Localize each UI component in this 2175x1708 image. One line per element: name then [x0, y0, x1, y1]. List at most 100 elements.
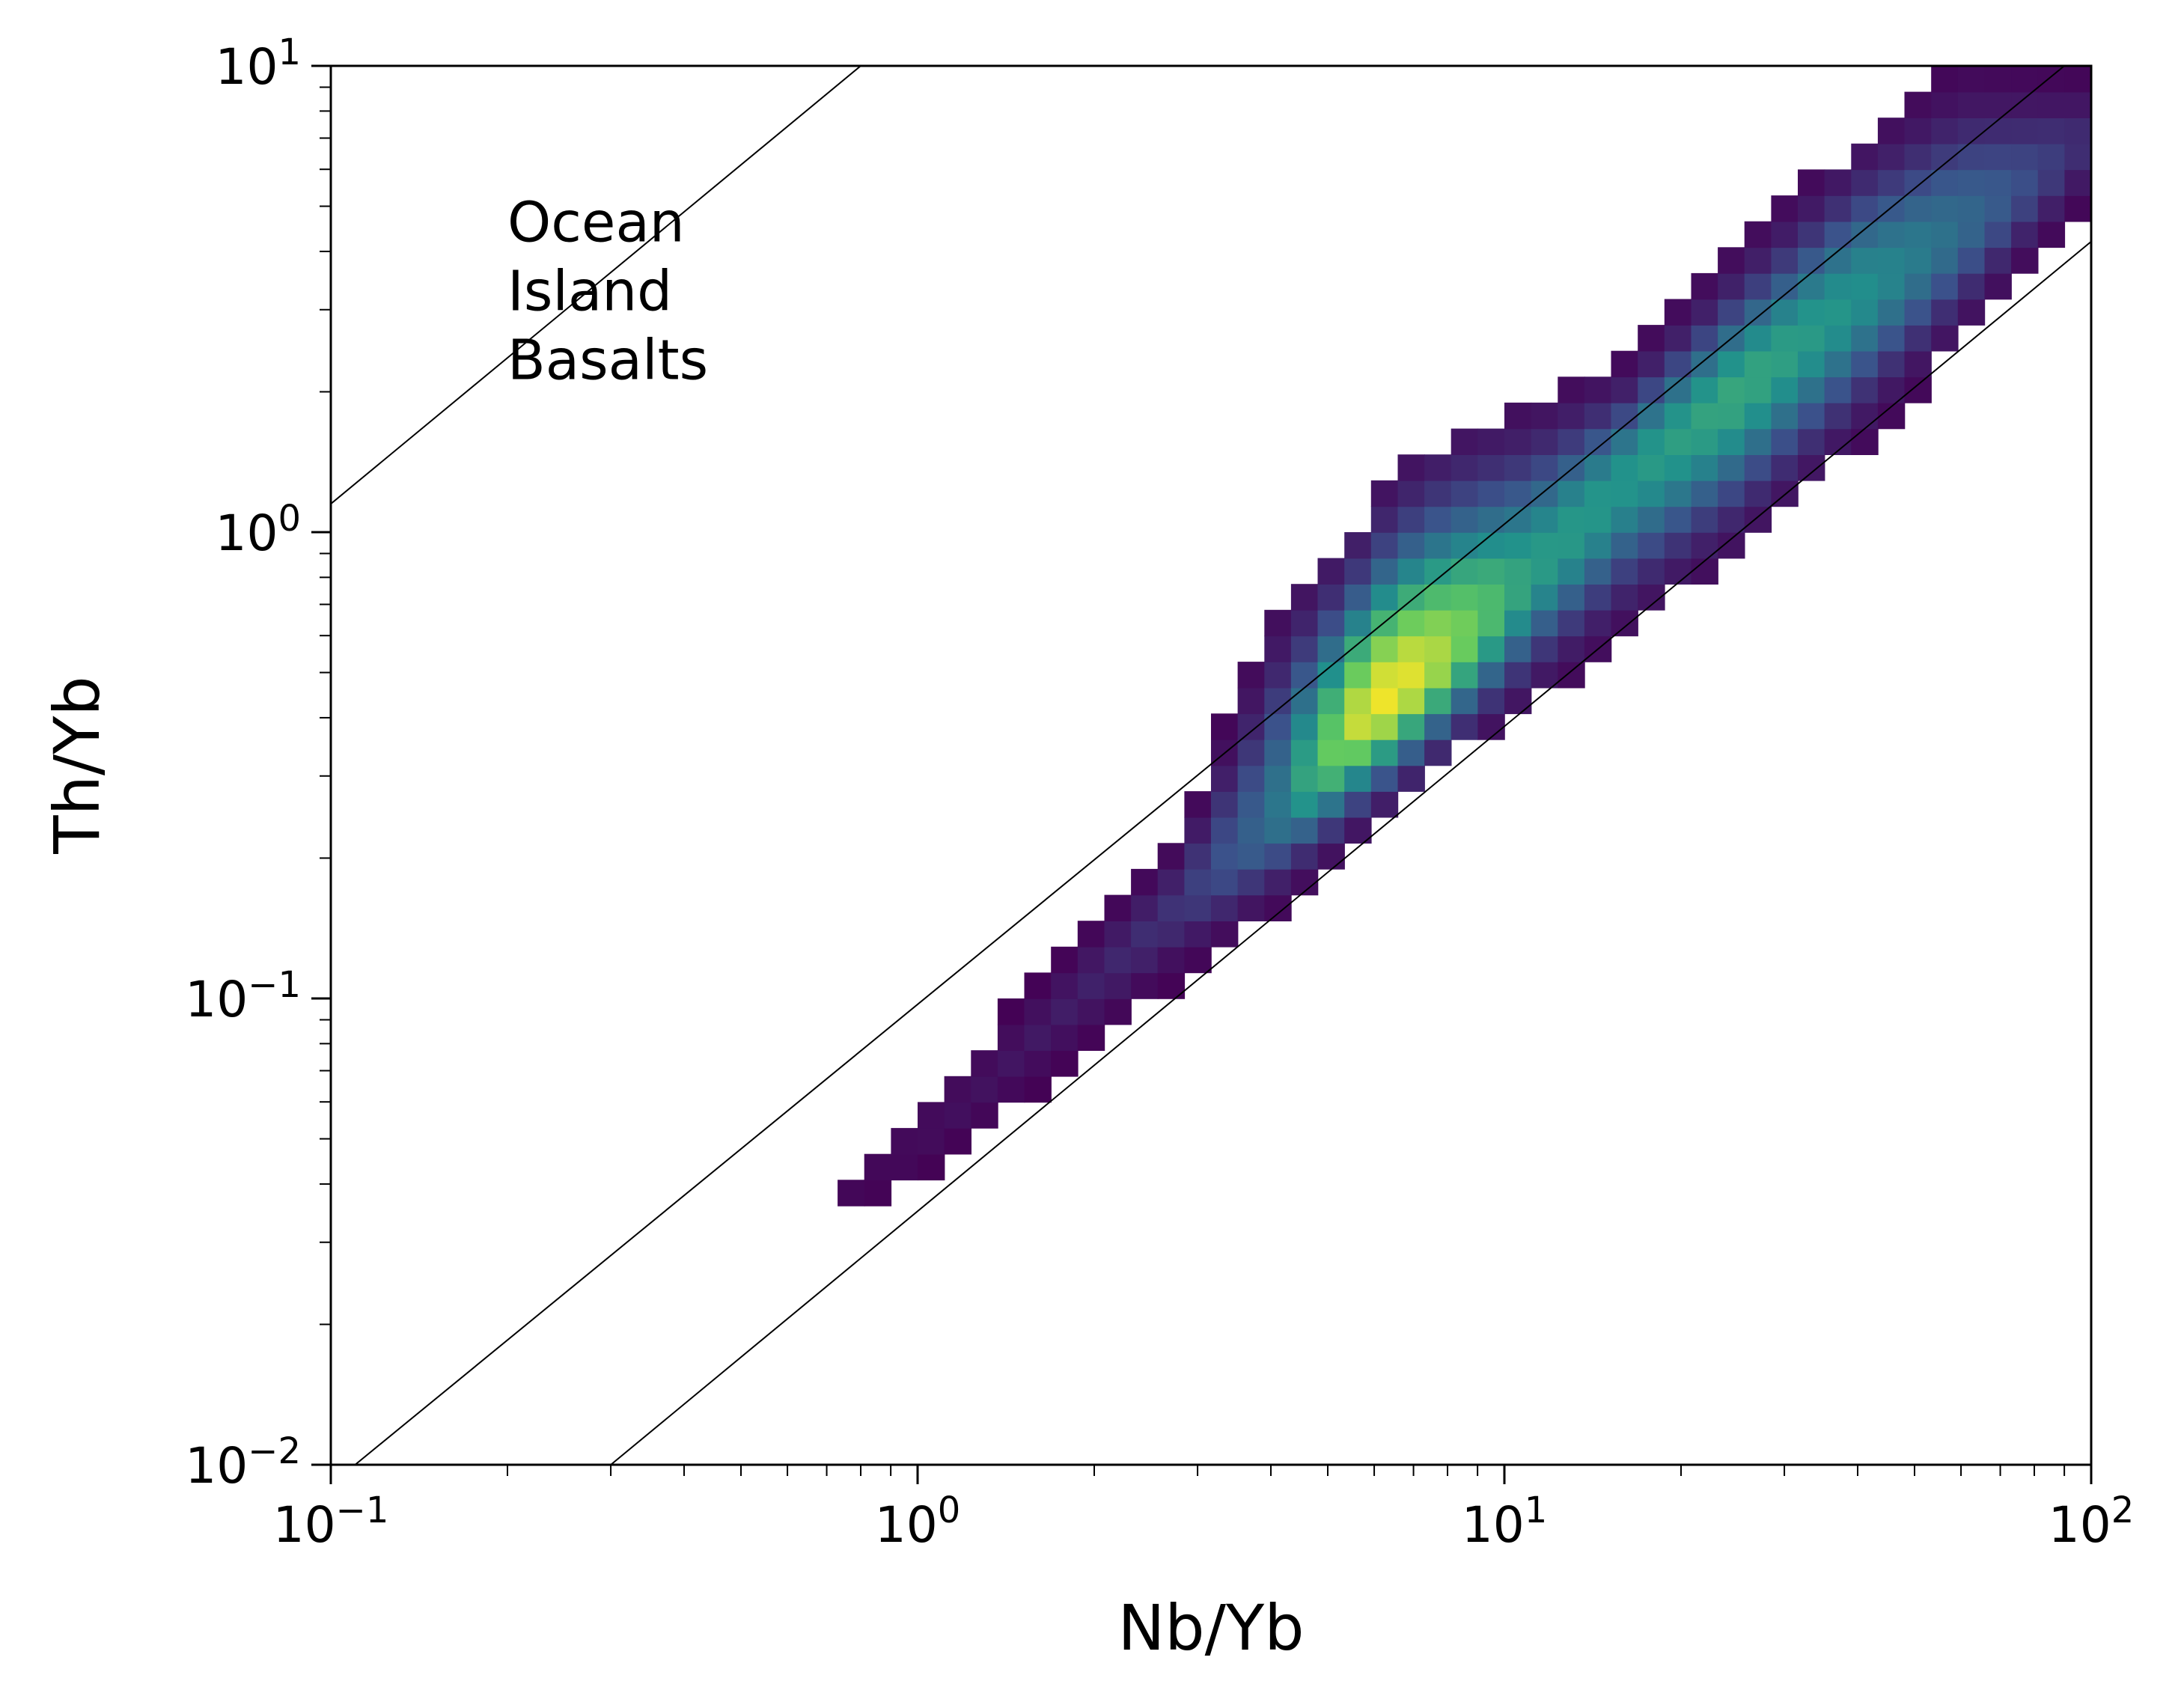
- heatmap-cell: [1824, 299, 1852, 326]
- heatmap-cell: [1370, 480, 1399, 507]
- heatmap-cell: [1638, 506, 1665, 533]
- heatmap-cell: [2037, 169, 2066, 196]
- y-tick-label: 101: [215, 31, 301, 96]
- heatmap-cell: [1904, 169, 1932, 196]
- heatmap-cell: [1931, 247, 1959, 274]
- heatmap-cell: [1424, 454, 1452, 481]
- heatmap-cell: [1798, 428, 1825, 455]
- heatmap-cell: [1424, 480, 1452, 507]
- heatmap-cell: [1798, 247, 1825, 274]
- heatmap-cell: [1184, 843, 1212, 870]
- heatmap-cell: [1664, 350, 1692, 378]
- heatmap-cell: [1424, 506, 1452, 533]
- heatmap-cell: [944, 1128, 971, 1155]
- heatmap-cell: [1237, 894, 1265, 921]
- heatmap-cell: [1450, 506, 1479, 533]
- heatmap-cell: [1718, 532, 1745, 559]
- heatmap-cell: [1290, 765, 1319, 792]
- heatmap-cell: [1504, 609, 1532, 637]
- heatmap-cell: [1424, 687, 1452, 715]
- heatmap-cell: [1531, 428, 1558, 455]
- heatmap-cell: [1558, 428, 1585, 455]
- heatmap-cell: [1611, 532, 1638, 559]
- heatmap-cell: [1024, 998, 1052, 1025]
- heatmap-cell: [1290, 635, 1319, 662]
- heatmap-cell: [1798, 169, 1825, 196]
- heatmap-cell: [1344, 635, 1372, 662]
- heatmap-cell: [1931, 325, 1959, 352]
- heatmap-cell: [1317, 791, 1345, 818]
- heatmap-cell: [1931, 169, 1959, 196]
- heatmap-cell: [1611, 402, 1638, 430]
- heatmap-cell: [1664, 480, 1692, 507]
- y-axis-label: Th/Yb: [40, 676, 114, 854]
- heatmap-cell: [1157, 894, 1186, 921]
- heatmap-cell: [1504, 506, 1532, 533]
- heatmap-cell: [971, 1102, 998, 1129]
- heatmap-cell: [1211, 843, 1239, 870]
- heatmap-cell: [1237, 843, 1265, 870]
- heatmap-cell: [1824, 195, 1852, 222]
- heatmap-cell: [1877, 325, 1906, 352]
- heatmap-cell: [1877, 247, 1906, 274]
- heatmap-cell: [1211, 921, 1239, 948]
- heatmap-cell: [1157, 868, 1186, 896]
- heatmap-cell: [1504, 662, 1532, 689]
- heatmap-cell: [1718, 454, 1745, 481]
- heatmap-cell: [1904, 299, 1932, 326]
- heatmap-cell: [1211, 791, 1239, 818]
- heatmap-cell: [997, 1050, 1025, 1077]
- heatmap-cell: [1211, 894, 1239, 921]
- heatmap-cell: [1264, 868, 1292, 896]
- heatmap-cell: [1691, 299, 1718, 326]
- heatmap-cell: [1344, 558, 1372, 585]
- heatmap-cell: [1851, 299, 1879, 326]
- heatmap-cell: [1877, 118, 1906, 144]
- heatmap-cell: [1397, 480, 1425, 507]
- heatmap-cell: [1718, 350, 1745, 378]
- heatmap-cell: [1344, 609, 1372, 637]
- heatmap-cell: [1397, 506, 1425, 533]
- heatmap-cell: [1344, 765, 1372, 792]
- heatmap-cell: [1051, 1050, 1079, 1077]
- heatmap-cell: [944, 1102, 971, 1129]
- heatmap-cell: [944, 1076, 971, 1103]
- heatmap-cell: [1558, 480, 1585, 507]
- reference-lines: [331, 66, 2091, 1465]
- heatmap-cell: [1237, 662, 1265, 689]
- heatmap-cell: [1931, 91, 1959, 118]
- heatmap-cell: [1984, 66, 2012, 93]
- heatmap-cell: [918, 1128, 945, 1155]
- heatmap-cell: [1397, 558, 1425, 585]
- heatmap-cell: [1397, 713, 1425, 740]
- heatmap-cell: [1558, 662, 1585, 689]
- heatmap-cell: [1477, 584, 1505, 611]
- heatmap-cell: [1290, 662, 1319, 689]
- heatmap-cell: [1077, 921, 1105, 948]
- heatmap-cell: [1984, 221, 2012, 248]
- heatmap-cell: [1450, 713, 1479, 740]
- heatmap-cell: [2037, 143, 2066, 171]
- heatmap-cell: [1718, 428, 1745, 455]
- heatmap-cell: [1264, 609, 1292, 637]
- heatmap-cell: [1344, 584, 1372, 611]
- heatmap-cell: [1611, 609, 1638, 637]
- annotation-line: Island: [507, 260, 672, 324]
- heatmap-cell: [1397, 609, 1425, 637]
- heatmap-cell: [1237, 687, 1265, 715]
- heatmap-cell: [1638, 480, 1665, 507]
- heatmap-cell: [1957, 299, 1986, 326]
- heatmap-cell: [1584, 376, 1612, 403]
- heatmap-cell: [1397, 454, 1425, 481]
- heatmap-cell: [1931, 118, 1959, 144]
- heatmap-cell: [2011, 169, 2039, 196]
- heatmap-cell: [971, 1050, 998, 1077]
- heatmap-cell: [891, 1128, 918, 1155]
- heatmap-cell: [1558, 584, 1585, 611]
- heatmap-cell: [1904, 247, 1932, 274]
- heatmap-cell: [1477, 480, 1505, 507]
- heatmap-cell: [1771, 299, 1799, 326]
- heatmap-cell: [1584, 454, 1612, 481]
- heatmap-cell: [1290, 739, 1319, 766]
- heatmap-cell: [1957, 221, 1986, 248]
